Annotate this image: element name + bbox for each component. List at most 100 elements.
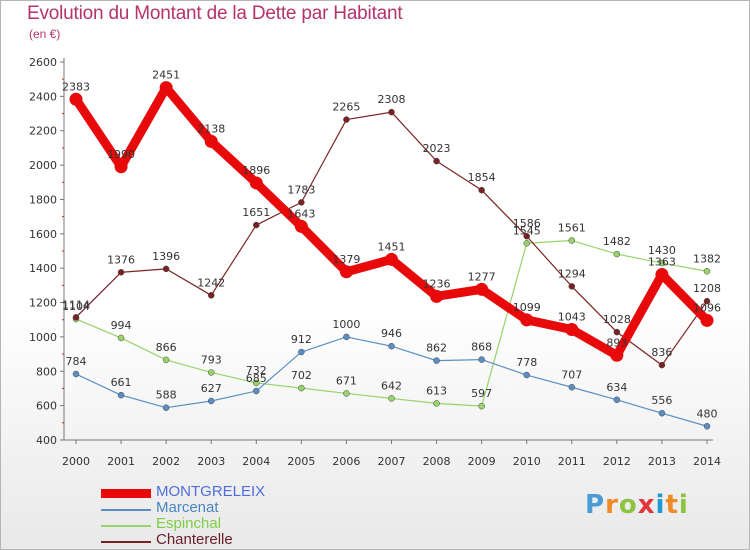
data-label: 1482 bbox=[603, 235, 631, 248]
y-tick-label: 2200 bbox=[29, 125, 57, 138]
data-label: 671 bbox=[336, 374, 357, 387]
data-label: 868 bbox=[471, 341, 492, 354]
data-point bbox=[655, 268, 669, 282]
brand-letter: i bbox=[655, 490, 666, 520]
data-label: 702 bbox=[291, 369, 312, 382]
data-label: 1028 bbox=[603, 313, 631, 326]
data-point bbox=[159, 81, 173, 95]
data-point bbox=[162, 404, 170, 411]
data-point bbox=[253, 387, 260, 395]
data-point bbox=[298, 348, 305, 356]
data-label: 642 bbox=[381, 379, 402, 392]
data-point bbox=[565, 323, 579, 337]
data-label: 1990 bbox=[107, 148, 135, 161]
x-tick-label: 2013 bbox=[648, 455, 676, 468]
data-label: 1643 bbox=[287, 207, 315, 220]
data-label: 1376 bbox=[107, 253, 135, 266]
brand-logo: Proxiti bbox=[585, 490, 689, 520]
data-label: 1783 bbox=[287, 183, 315, 196]
x-tick-label: 2006 bbox=[332, 455, 360, 468]
data-point bbox=[613, 328, 621, 336]
y-tick-label: 800 bbox=[36, 365, 57, 378]
data-label: 793 bbox=[201, 353, 222, 366]
data-label: 2138 bbox=[197, 122, 225, 135]
data-label: 2451 bbox=[152, 69, 180, 82]
data-label: 1586 bbox=[513, 217, 541, 230]
data-label: 613 bbox=[426, 384, 447, 397]
data-point bbox=[433, 357, 440, 364]
x-tick-label: 2008 bbox=[423, 455, 451, 468]
data-point bbox=[207, 369, 215, 376]
data-point bbox=[658, 409, 666, 417]
y-tick-label: 2400 bbox=[29, 90, 57, 103]
data-label: 1096 bbox=[693, 301, 721, 314]
brand-letter: t bbox=[665, 490, 679, 520]
x-tick-label: 2004 bbox=[242, 455, 270, 468]
data-label: 1114 bbox=[62, 298, 90, 311]
data-point bbox=[478, 186, 485, 194]
brand-letter: i bbox=[678, 490, 689, 520]
data-label: 994 bbox=[111, 319, 132, 332]
x-tick-label: 2010 bbox=[513, 455, 541, 468]
data-label: 2265 bbox=[332, 101, 360, 114]
chart-title: Evolution du Montant de la Dette par Hab… bbox=[27, 3, 403, 24]
x-tick-label: 2001 bbox=[107, 455, 135, 468]
data-point bbox=[69, 92, 83, 106]
data-label: 1000 bbox=[332, 318, 360, 331]
data-point bbox=[343, 390, 350, 397]
y-tick-label: 1000 bbox=[29, 331, 57, 344]
data-label: 1854 bbox=[468, 171, 496, 184]
y-tick-label: 600 bbox=[36, 400, 57, 413]
data-label: 634 bbox=[606, 381, 627, 394]
data-label: 1545 bbox=[513, 224, 541, 237]
data-label: 1451 bbox=[378, 240, 406, 253]
y-tick-label: 1200 bbox=[29, 297, 57, 310]
data-label: 1277 bbox=[468, 270, 496, 283]
data-label: 1043 bbox=[558, 311, 586, 324]
data-label: 480 bbox=[697, 407, 718, 420]
data-label: 1379 bbox=[332, 253, 360, 266]
data-label: 732 bbox=[246, 364, 267, 377]
data-label: 2023 bbox=[423, 142, 451, 155]
data-point bbox=[703, 423, 711, 430]
y-tick-label: 2000 bbox=[29, 159, 57, 172]
chart-unit-label: (en €) bbox=[29, 27, 61, 41]
data-point bbox=[249, 176, 263, 190]
data-point bbox=[523, 240, 530, 247]
data-point bbox=[523, 371, 530, 379]
data-point bbox=[520, 313, 534, 327]
x-tick-label: 2011 bbox=[558, 455, 586, 468]
data-label: 597 bbox=[471, 387, 492, 400]
data-label: 862 bbox=[426, 342, 447, 355]
data-point bbox=[478, 356, 485, 363]
y-tick-label: 1800 bbox=[29, 193, 57, 206]
brand-letter: P bbox=[585, 490, 606, 520]
data-label: 556 bbox=[651, 394, 672, 407]
x-tick-label: 2003 bbox=[197, 455, 225, 468]
data-label: 1561 bbox=[558, 222, 586, 235]
data-label: 1651 bbox=[242, 206, 270, 219]
data-point bbox=[433, 157, 440, 165]
x-tick-label: 2012 bbox=[603, 455, 631, 468]
legend-label: Marcenat bbox=[156, 499, 219, 516]
x-tick-label: 2000 bbox=[62, 455, 90, 468]
data-point bbox=[253, 221, 260, 229]
data-label: 866 bbox=[156, 341, 177, 354]
legend-swatch bbox=[101, 489, 151, 498]
data-label: 2308 bbox=[378, 93, 406, 106]
data-label: 1430 bbox=[648, 244, 676, 257]
data-point bbox=[523, 232, 530, 240]
legend-swatch bbox=[101, 541, 151, 543]
data-point bbox=[117, 334, 125, 342]
brand-letter: o bbox=[618, 490, 638, 520]
data-point bbox=[703, 268, 711, 275]
brand-letter: r bbox=[605, 490, 619, 520]
data-point bbox=[658, 361, 666, 369]
data-point bbox=[433, 400, 440, 407]
legend-swatch bbox=[101, 525, 151, 527]
data-label: 707 bbox=[561, 368, 582, 381]
data-point bbox=[339, 265, 353, 279]
data-point bbox=[568, 283, 576, 290]
data-label: 1236 bbox=[423, 277, 451, 290]
